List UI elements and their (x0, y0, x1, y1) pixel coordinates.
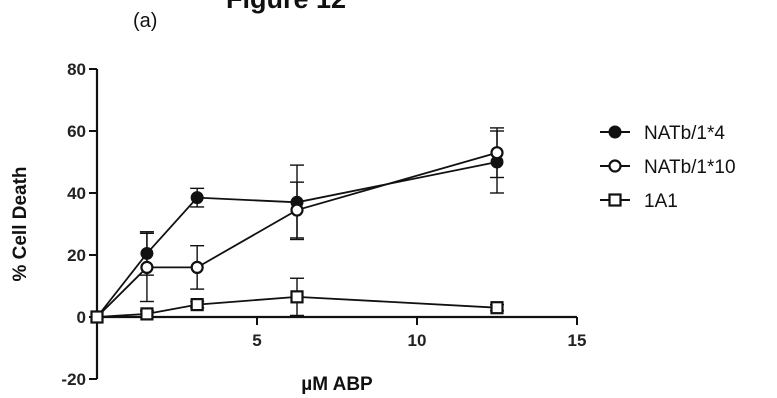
y-tick-label: 60 (67, 122, 86, 141)
legend-label: 1A1 (644, 191, 678, 212)
data-point (290, 290, 304, 304)
y-tick-label: -20 (61, 370, 86, 389)
legend-item: NATb/1*4 (600, 123, 725, 144)
x-tick-label: 10 (408, 331, 427, 350)
panel-label: (a) (133, 10, 157, 32)
data-point (490, 146, 504, 160)
x-tick-label: 15 (568, 331, 587, 350)
plot-area (90, 127, 504, 324)
y-tick-label: 80 (67, 60, 86, 79)
y-axis-title: % Cell Death (10, 166, 31, 281)
y-tick-label: 0 (77, 308, 86, 327)
y-tick-label: 40 (67, 184, 86, 203)
legend-marker (608, 159, 622, 173)
legend-item: 1A1 (600, 191, 678, 212)
data-point (190, 260, 204, 274)
x-axis-title: µM ABP (301, 374, 373, 395)
series-2 (90, 127, 504, 324)
legend-marker (608, 125, 622, 139)
y-tick-label: 20 (67, 246, 86, 265)
legend: NATb/1*4 NATb/1*10 1A1 (600, 123, 736, 212)
x-axis: 5 10 15 (97, 315, 587, 350)
x-tick-label: 5 (252, 331, 261, 350)
data-point (140, 307, 154, 321)
data-point (140, 260, 154, 274)
data-point (190, 191, 204, 205)
data-point (90, 310, 104, 324)
data-point (490, 301, 504, 315)
data-point (190, 298, 204, 312)
series-3 (90, 277, 504, 324)
legend-label: NATb/1*4 (644, 123, 725, 144)
data-point (290, 203, 304, 217)
y-axis: -20 0 20 40 60 80 (61, 60, 99, 389)
legend-marker (608, 193, 622, 207)
figure-title: Figure 12 (226, 0, 346, 14)
legend-label: NATb/1*10 (644, 157, 736, 178)
legend-item: NATb/1*10 (600, 157, 736, 178)
